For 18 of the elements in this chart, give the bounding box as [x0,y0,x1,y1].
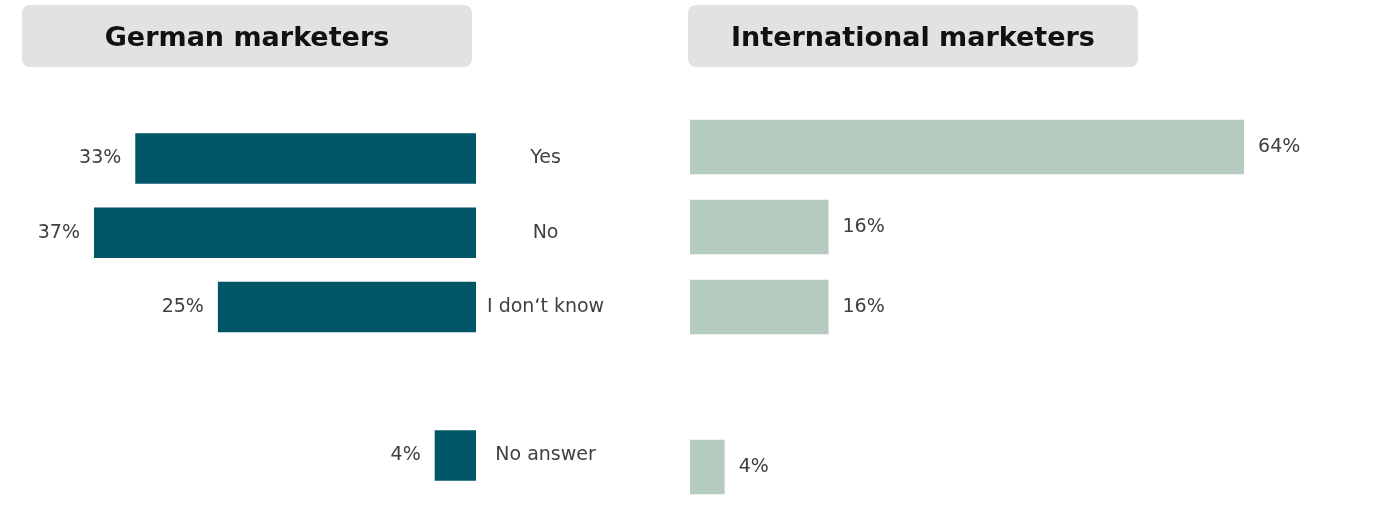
data-label: 64% [1258,133,1301,156]
data-label: 33% [79,145,122,168]
y-tick-label: No [532,219,559,242]
data-label: 16% [842,213,885,236]
data-label: 25% [161,293,204,316]
data-label: 4% [738,453,769,476]
y-tick-label: I don‘t know [487,293,605,316]
chart-title: International marketers [688,5,1138,67]
y-tick-label: No answer [495,442,596,465]
bar [93,207,476,258]
data-label: 4% [390,442,421,465]
data-label: 37% [37,219,80,242]
chart-title: German marketers [22,5,472,67]
data-label: 16% [842,293,885,316]
y-tick-label: Yes [529,145,561,168]
bar [217,281,476,333]
bar [434,430,476,481]
bar [135,133,476,184]
